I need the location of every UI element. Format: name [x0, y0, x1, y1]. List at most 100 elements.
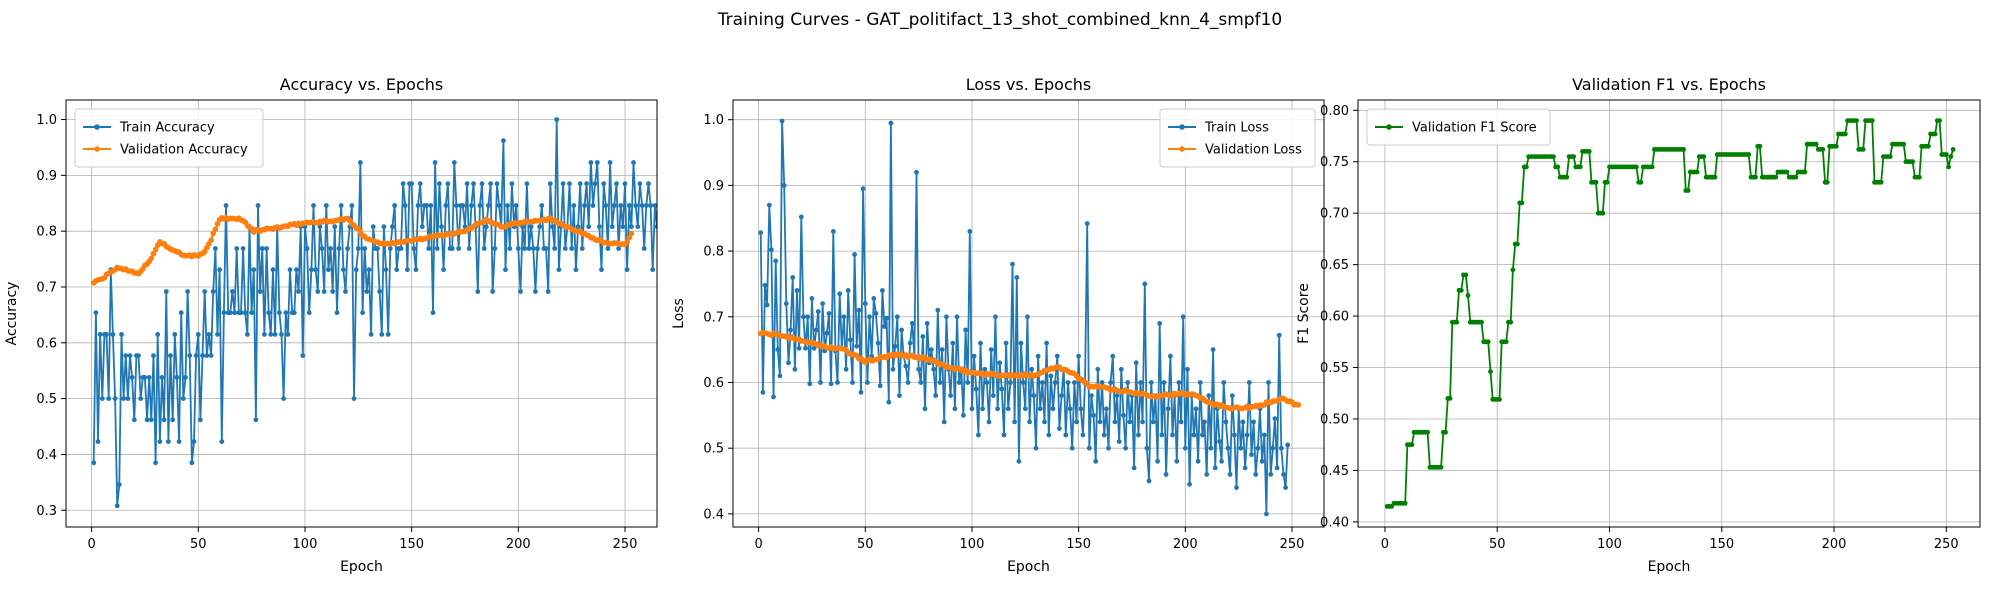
data-point	[1159, 432, 1165, 438]
x-tick-label: 200	[1173, 537, 1198, 552]
data-point	[858, 389, 864, 395]
data-point	[166, 439, 171, 444]
data-point	[441, 267, 446, 273]
data-point	[343, 289, 348, 294]
data-point	[153, 460, 159, 466]
data-point	[217, 267, 223, 273]
data-point	[654, 224, 657, 230]
data-point	[1099, 380, 1105, 385]
data-point	[1074, 419, 1079, 425]
data-point	[1793, 174, 1799, 180]
data-point	[475, 289, 481, 294]
data-point	[805, 314, 811, 320]
chart-title: Loss vs. Epochs	[966, 75, 1091, 94]
data-point	[976, 432, 981, 438]
y-tick-label: 0.7	[36, 280, 57, 295]
data-point	[597, 224, 602, 230]
axes-frame	[1357, 99, 1981, 528]
data-point	[1121, 412, 1126, 418]
data-point	[847, 337, 853, 343]
data-point	[198, 417, 203, 423]
data-point	[152, 246, 159, 253]
data-point	[777, 373, 783, 379]
y-tick-label: 0.6	[703, 376, 724, 391]
data-point	[1010, 261, 1015, 267]
data-point	[469, 203, 474, 208]
data-point	[1072, 380, 1077, 385]
legend-marker	[94, 124, 100, 130]
data-point	[437, 181, 442, 187]
data-point	[1948, 154, 1954, 160]
data-point	[168, 353, 173, 358]
data-point	[663, 203, 668, 208]
axes-frame	[65, 99, 658, 528]
data-point	[1210, 347, 1216, 352]
data-point	[873, 311, 879, 316]
x-axis-label: Epoch	[1007, 559, 1050, 575]
data-point	[1069, 445, 1075, 451]
data-point	[294, 267, 299, 273]
data-point	[665, 203, 670, 208]
data-point	[1773, 174, 1779, 180]
data-point	[417, 181, 423, 187]
data-point	[1180, 314, 1186, 320]
data-point	[1112, 419, 1118, 425]
data-point	[1065, 380, 1071, 385]
data-point	[112, 396, 118, 401]
data-point	[1050, 406, 1056, 412]
data-point	[338, 203, 344, 208]
data-point	[775, 347, 781, 352]
legend: Train Accuracy Validation Accuracy	[74, 108, 264, 168]
data-point	[584, 181, 589, 187]
data-point	[1515, 241, 1520, 247]
chart-title: Validation F1 vs. Epochs	[1572, 75, 1766, 94]
data-point	[971, 353, 977, 359]
data-point	[215, 332, 220, 337]
data-point	[456, 246, 461, 251]
data-point	[119, 332, 124, 337]
data-point	[1917, 174, 1922, 180]
data-point	[426, 246, 432, 251]
data-point	[1084, 221, 1090, 226]
data-point	[272, 332, 278, 337]
data-point	[1133, 360, 1139, 366]
data-point	[603, 203, 609, 208]
data-point	[601, 181, 607, 187]
data-point	[460, 203, 466, 208]
data-point	[1255, 445, 1261, 451]
data-point	[586, 224, 592, 230]
y-tick-label: 0.45	[1320, 464, 1349, 479]
data-point	[1757, 143, 1763, 149]
chart-title: Accuracy vs. Epochs	[280, 75, 443, 94]
y-tick-label: 0.7	[703, 310, 724, 325]
data-point	[385, 332, 391, 337]
data-point	[986, 419, 992, 425]
data-point	[1008, 380, 1013, 385]
data-point	[127, 353, 133, 358]
data-point	[309, 267, 314, 273]
data-point	[990, 393, 996, 398]
data-point	[172, 332, 178, 337]
data-point	[882, 324, 887, 329]
data-point	[518, 289, 523, 294]
data-point	[643, 203, 649, 208]
data-point	[200, 353, 205, 358]
data-point	[622, 181, 628, 187]
y-tick-label: 0.75	[1320, 155, 1349, 170]
data-point	[569, 246, 575, 251]
y-tick-label: 0.6	[36, 336, 57, 351]
data-point	[91, 460, 97, 466]
data-point	[370, 224, 376, 230]
data-point	[526, 246, 532, 251]
data-point	[1586, 149, 1592, 154]
data-point	[764, 302, 770, 308]
data-point	[1118, 366, 1124, 372]
data-point	[163, 289, 169, 294]
data-point	[1681, 147, 1686, 152]
data-point	[758, 230, 764, 236]
data-point	[773, 258, 779, 264]
data-point	[471, 181, 476, 187]
data-point	[1097, 419, 1103, 425]
data-point	[1753, 174, 1758, 180]
data-point	[223, 203, 229, 208]
